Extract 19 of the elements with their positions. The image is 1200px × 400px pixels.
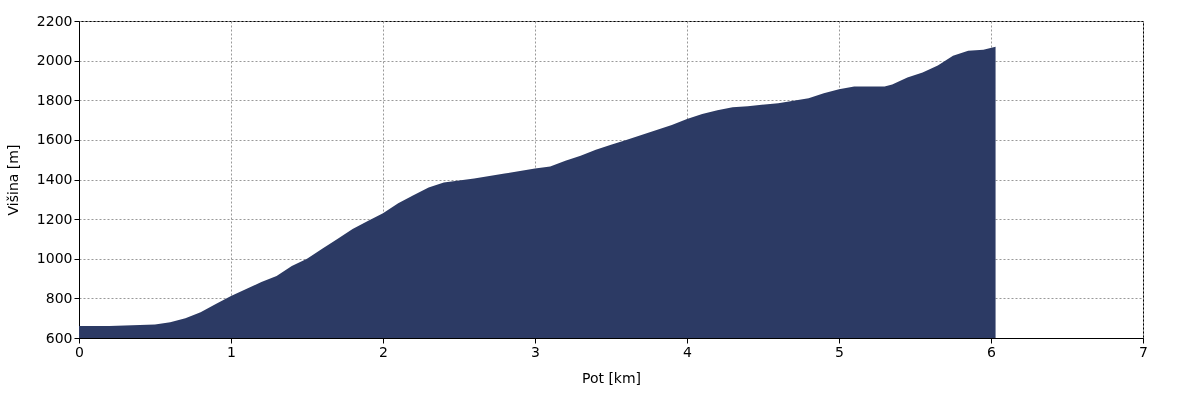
y-tick-label: 2200 bbox=[36, 12, 73, 29]
x-tick-label: 6 bbox=[987, 343, 997, 360]
y-tick-label: 2000 bbox=[36, 52, 73, 69]
x-tick-label: 2 bbox=[379, 343, 388, 360]
x-tick-label: 5 bbox=[835, 343, 844, 360]
y-tick-label: 1800 bbox=[36, 91, 73, 108]
x-tick-label: 3 bbox=[531, 343, 540, 360]
x-axis-title: Pot [km] bbox=[581, 369, 642, 386]
y-tick-label: 1200 bbox=[36, 210, 73, 227]
y-tick-label: 1600 bbox=[36, 131, 73, 148]
x-tick-label: 0 bbox=[75, 343, 84, 360]
x-tick-label: 4 bbox=[683, 343, 693, 360]
y-tick-label: 800 bbox=[45, 289, 73, 306]
x-tick-label: 1 bbox=[227, 343, 236, 360]
y-tick-label: 600 bbox=[45, 329, 73, 346]
x-tick-label: 7 bbox=[1139, 343, 1148, 360]
y-tick-label: 1400 bbox=[36, 171, 73, 187]
y-axis-title: Višina [m] bbox=[4, 144, 21, 216]
y-tick-label: 1000 bbox=[36, 250, 73, 267]
